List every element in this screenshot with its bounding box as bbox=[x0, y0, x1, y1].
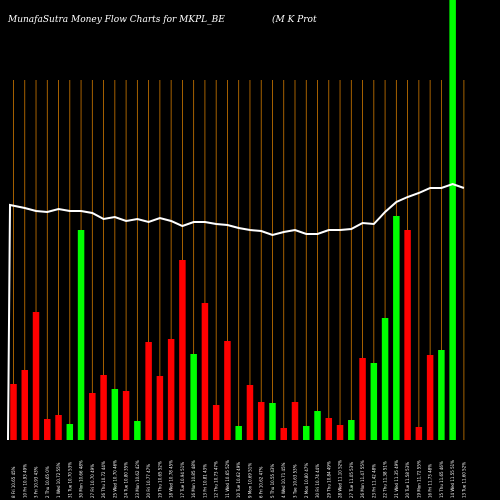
x-tick-label: 19 Mon 11.72 55% bbox=[416, 460, 421, 498]
x-tick-label: 3 Tue 10.63 53% bbox=[293, 464, 298, 498]
x-tick-label: 30 Mon 10.66 48% bbox=[79, 460, 84, 498]
bar bbox=[100, 375, 107, 440]
money-flow-line bbox=[7, 182, 465, 441]
bar bbox=[224, 341, 231, 440]
x-tick-label: 3 Fri 10.93 43% bbox=[34, 466, 39, 498]
bar bbox=[77, 230, 85, 440]
bar bbox=[32, 312, 40, 440]
x-tick-label: 5 Thu 10.55 43% bbox=[270, 464, 275, 498]
x-tick-label: 10 Fri 10.93 49% bbox=[22, 464, 27, 498]
x-tick-label: 10 Tue 10.62 49% bbox=[236, 462, 241, 498]
bar bbox=[122, 391, 130, 440]
money-flow-line bbox=[7, 182, 465, 441]
bar bbox=[325, 418, 333, 440]
x-tick-label: 9 Mon 10.69 51% bbox=[247, 463, 252, 498]
x-tick-label: 16 Fri 11.73 48% bbox=[428, 464, 433, 498]
x-tick-label: 11 Wed 10.65 52% bbox=[225, 460, 230, 498]
x-tick-label: 8 Fri 10.65 45% bbox=[11, 466, 16, 498]
bar bbox=[10, 384, 17, 440]
x-tick-label: 31 Tue 10.70 53% bbox=[67, 462, 72, 498]
bar bbox=[291, 402, 299, 440]
bar bbox=[190, 354, 197, 440]
x-tick-label: 28 Wed 11.10 52% bbox=[338, 460, 343, 498]
bar bbox=[426, 355, 434, 440]
bar bbox=[156, 376, 164, 440]
bar bbox=[280, 428, 287, 440]
x-tick-label: 14 Wed 11.55 51% bbox=[450, 460, 455, 498]
bar bbox=[235, 426, 242, 440]
x-tick-label: 6 Fri 10.62 47% bbox=[259, 466, 264, 498]
x-tick-label: 1 Wed 10.72 55% bbox=[56, 462, 61, 498]
bar bbox=[370, 363, 378, 440]
x-tick-label: 4 Wed 10.71 45% bbox=[281, 462, 286, 498]
x-tick-label: 29 Thu 10.84 49% bbox=[326, 461, 331, 498]
bar bbox=[134, 421, 141, 440]
x-tick-label: 24 Tue 10.80 35% bbox=[124, 462, 129, 498]
bar bbox=[179, 260, 186, 440]
bar bbox=[269, 403, 276, 440]
bar bbox=[359, 358, 366, 440]
x-tick-label: 19 Thu 10.65 52% bbox=[157, 461, 162, 498]
bar bbox=[303, 426, 310, 440]
chart-subtitle: (M K Prot bbox=[272, 15, 317, 25]
x-tick-labels: 8 Fri 10.65 45% 10 Fri 10.93 49% 3 Fri 10.… bbox=[11, 460, 466, 498]
bar bbox=[257, 402, 265, 440]
x-tick-label: 17 Tue 10.94 51% bbox=[180, 462, 185, 498]
x-tick-label: 13 Tue 11.60 52% bbox=[461, 462, 466, 498]
bar bbox=[314, 411, 321, 440]
x-tick-label: 16 Mon 10.85 48% bbox=[191, 460, 196, 498]
bar bbox=[336, 425, 344, 440]
bar bbox=[44, 419, 51, 440]
bar bbox=[66, 424, 74, 440]
x-tick-label: 30 Fri 10.74 44% bbox=[315, 464, 320, 498]
x-tick-label: 20 Tue 11.58 53% bbox=[405, 462, 410, 498]
x-tick-label: 18 Wed 10.78 45% bbox=[169, 460, 174, 498]
x-tick-label: 26 Thu 10.72 44% bbox=[101, 461, 106, 498]
x-tick-label: 22 Thu 11.38 51% bbox=[383, 461, 388, 498]
x-tick-label: 13 Fri 10.81 43% bbox=[202, 464, 207, 498]
bar bbox=[55, 415, 62, 440]
x-tick-label: 20 Fri 10.77 47% bbox=[146, 464, 151, 498]
x-tick-label: 27 Fri 10.70 49% bbox=[90, 464, 95, 498]
bar bbox=[415, 427, 423, 440]
chart-title: MunafaSutra Money Flow Charts for MKPL_B… bbox=[8, 15, 225, 25]
bar bbox=[111, 389, 119, 440]
bars bbox=[10, 0, 456, 440]
x-tick-label: 21 Wed 11.35 49% bbox=[394, 460, 399, 498]
x-tick-label: 27 Tue 11.05 53% bbox=[349, 462, 354, 498]
x-tick-label: 15 Thu 11.65 46% bbox=[439, 461, 444, 498]
x-tick-label: 25 Wed 10.70 46% bbox=[112, 460, 117, 498]
bar bbox=[246, 385, 254, 440]
bar bbox=[212, 405, 220, 440]
bar bbox=[348, 420, 355, 440]
bar bbox=[21, 370, 29, 440]
bar bbox=[449, 0, 456, 440]
bar bbox=[201, 303, 209, 440]
x-tick-label: 12 Thu 10.73 47% bbox=[214, 461, 219, 498]
bar bbox=[404, 230, 411, 440]
x-tick-label: 26 Mon 11.47 55% bbox=[360, 460, 365, 498]
bar bbox=[145, 342, 152, 440]
x-tick-label: 23 Fri 11.42 48% bbox=[371, 464, 376, 498]
x-tick-label: 2 Thu 10.65 0% bbox=[45, 466, 50, 498]
bar bbox=[393, 216, 400, 440]
bar bbox=[438, 350, 445, 440]
x-tick-label: 2 Mon 10.80 47% bbox=[304, 463, 309, 498]
bar bbox=[89, 393, 96, 440]
x-tick-label: 23 Mon 10.62 42% bbox=[135, 460, 140, 498]
bar bbox=[381, 318, 389, 440]
bar bbox=[167, 339, 175, 440]
